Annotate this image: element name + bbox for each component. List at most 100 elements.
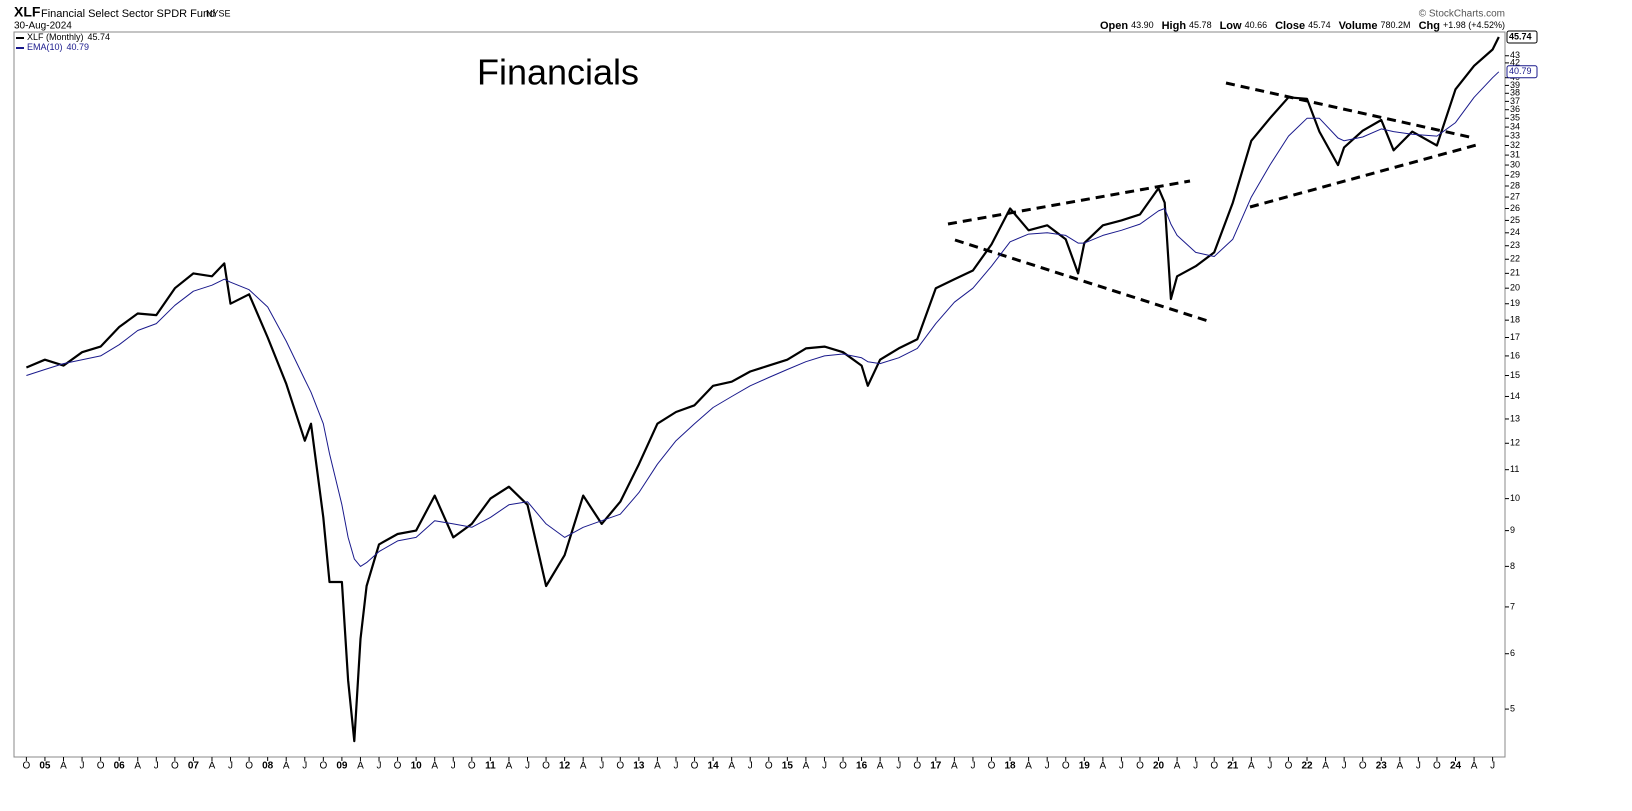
quote-value: 780.2M xyxy=(1381,20,1411,30)
last-value-label: 45.74 xyxy=(1509,31,1532,41)
quote-label: Chg xyxy=(1419,20,1440,32)
y-tick-label: 7 xyxy=(1510,601,1515,611)
x-tick-label: O xyxy=(394,761,402,772)
x-tick-label: J xyxy=(1193,761,1198,772)
y-tick-label: 10 xyxy=(1510,493,1520,503)
legend-name: EMA(10) xyxy=(27,42,63,52)
x-tick-label: O xyxy=(1210,761,1218,772)
x-tick-label: 14 xyxy=(708,761,720,772)
y-tick-label: 6 xyxy=(1510,648,1515,658)
x-tick-label: J xyxy=(1490,761,1495,772)
plot-frame xyxy=(13,31,1506,758)
x-tick-label: 13 xyxy=(633,761,645,772)
x-tick-label: J xyxy=(1416,761,1421,772)
x-tick-label: 19 xyxy=(1079,761,1091,772)
y-tick-label: 29 xyxy=(1510,170,1520,180)
x-tick-label: O xyxy=(1359,761,1367,772)
y-tick-label: 12 xyxy=(1510,438,1520,448)
x-tick-label: A xyxy=(654,761,661,772)
x-tick-label: A xyxy=(1396,761,1403,772)
quote-value: 40.66 xyxy=(1245,20,1268,30)
y-tick-label: 43 xyxy=(1510,50,1520,60)
x-tick-label: J xyxy=(1342,761,1347,772)
x-tick-label: 17 xyxy=(930,761,942,772)
x-tick-label: J xyxy=(302,761,307,772)
quote-value: 43.90 xyxy=(1131,20,1154,30)
x-tick-label: A xyxy=(506,761,513,772)
x-tick-label: O xyxy=(765,761,773,772)
x-tick-label: J xyxy=(525,761,530,772)
x-tick-label: O xyxy=(1136,761,1144,772)
x-tick-label: A xyxy=(803,761,810,772)
x-tick-label: O xyxy=(542,761,550,772)
x-tick-label: J xyxy=(228,761,233,772)
x-tick-label: J xyxy=(896,761,901,772)
x-tick-label: J xyxy=(1119,761,1124,772)
x-tick-label: J xyxy=(1267,761,1272,772)
x-tick-label: 21 xyxy=(1227,761,1239,772)
symbol: XLF xyxy=(14,4,41,20)
quote-value: 45.74 xyxy=(1308,20,1331,30)
exchange: NYSE xyxy=(206,8,231,18)
trend-line xyxy=(1249,142,1481,209)
x-tick-label: O xyxy=(22,761,30,772)
x-tick-label: O xyxy=(468,761,476,772)
y-tick-label: 25 xyxy=(1510,215,1520,225)
legend-value: 40.79 xyxy=(67,42,90,52)
last-value-box xyxy=(1506,30,1538,44)
quote: Open 43.90 High 45.78 Low 40.66 Close 45.74 Volu… xyxy=(1100,20,1505,32)
x-tick-label: 12 xyxy=(559,761,571,772)
y-tick-label: 16 xyxy=(1510,350,1520,360)
y-tick-label: 24 xyxy=(1510,227,1520,237)
credit: © StockCharts.com xyxy=(1419,9,1505,20)
x-tick-label: 16 xyxy=(856,761,868,772)
x-tick-label: A xyxy=(951,761,958,772)
y-tick-label: 27 xyxy=(1510,191,1520,201)
x-tick-label: J xyxy=(673,761,678,772)
x-tick-label: A xyxy=(1025,761,1032,772)
x-tick-label: 24 xyxy=(1450,761,1462,772)
x-tick-label: 18 xyxy=(1004,761,1016,772)
y-tick-label: 9 xyxy=(1510,525,1515,535)
x-tick-label: 07 xyxy=(188,761,200,772)
y-tick-label: 15 xyxy=(1510,370,1520,380)
legend-entry: XLF (Monthly) 45.74 xyxy=(27,32,110,42)
y-tick-label: 37 xyxy=(1510,96,1520,106)
y-tick-label: 42 xyxy=(1510,57,1520,67)
annotation: Financials xyxy=(477,52,639,93)
date: 30-Aug-2024 xyxy=(14,21,72,32)
line-series xyxy=(25,36,1500,743)
x-tick-label: 06 xyxy=(114,761,126,772)
y-tick-label: 30 xyxy=(1510,159,1520,169)
y-tick-label: 34 xyxy=(1510,121,1520,131)
x-tick-label: A xyxy=(580,761,587,772)
legend-value: 45.74 xyxy=(88,32,111,42)
y-tick-label: 11 xyxy=(1510,464,1519,474)
x-tick-label: 08 xyxy=(262,761,274,772)
last-value-label: 40.79 xyxy=(1509,66,1532,76)
x-tick-label: O xyxy=(319,761,327,772)
y-tick-label: 35 xyxy=(1510,113,1520,123)
y-tick-label: 5 xyxy=(1510,703,1515,713)
trend-line xyxy=(947,179,1191,226)
quote-label: High xyxy=(1162,20,1187,32)
x-tick-label: O xyxy=(245,761,253,772)
y-tick-label: 26 xyxy=(1510,203,1520,213)
x-tick-label: A xyxy=(60,761,67,772)
x-tick-label: J xyxy=(970,761,975,772)
x-tick-label: A xyxy=(357,761,364,772)
x-tick-label: 11 xyxy=(485,761,496,772)
quote-label: Low xyxy=(1220,20,1242,32)
legend-name: XLF (Monthly) xyxy=(27,32,84,42)
x-tick-label: J xyxy=(748,761,753,772)
x-tick-label: 15 xyxy=(782,761,794,772)
y-tick-label: 32 xyxy=(1510,140,1520,150)
y-tick-label: 13 xyxy=(1510,413,1520,423)
x-tick-label: O xyxy=(913,761,921,772)
y-tick-label: 23 xyxy=(1510,240,1520,250)
y-tick-label: 21 xyxy=(1510,268,1520,278)
y-tick-label: 14 xyxy=(1510,391,1520,401)
x-tick-label: O xyxy=(616,761,624,772)
x-tick-label: A xyxy=(877,761,884,772)
y-tick-label: 28 xyxy=(1510,180,1520,190)
